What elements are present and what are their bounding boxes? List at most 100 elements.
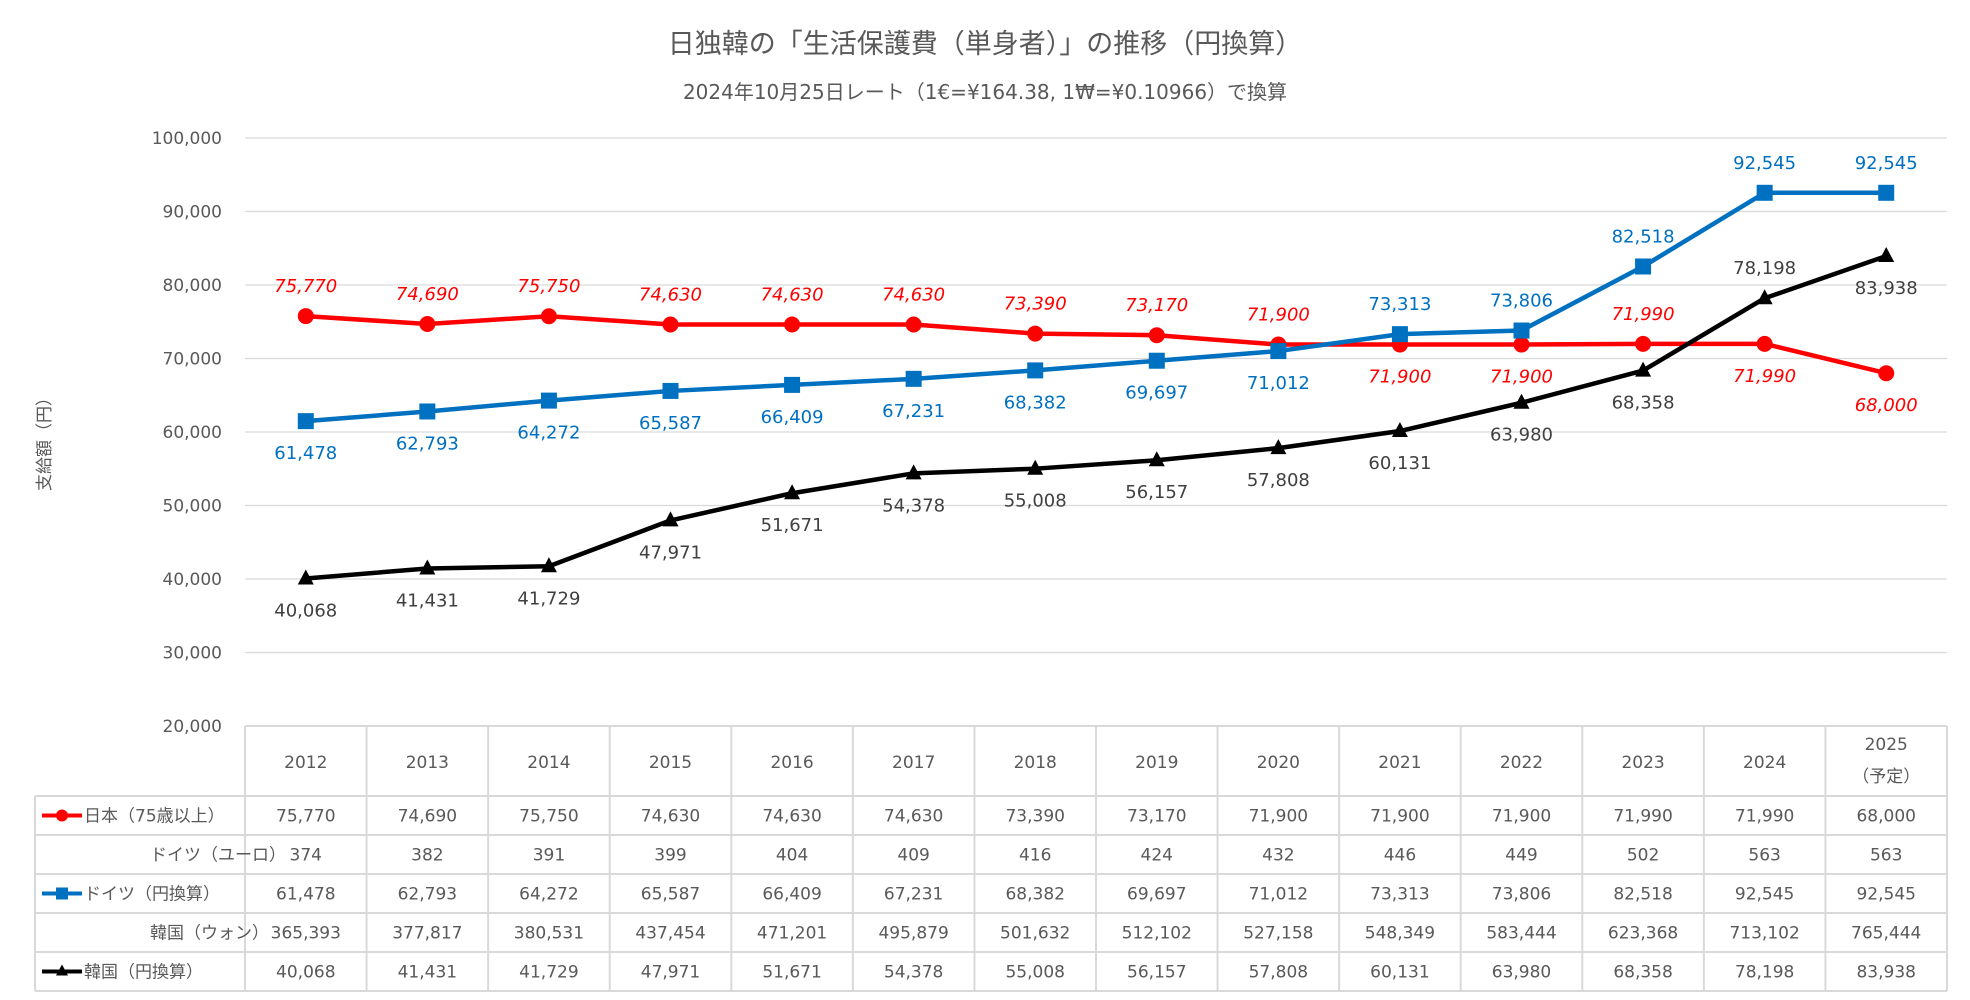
data-label: 41,729 [517,588,580,609]
data-label: 64,272 [517,423,580,444]
table-cell: 391 [533,846,565,866]
data-label: 57,808 [1247,470,1310,491]
table-cell: 563 [1870,846,1902,866]
x-category-label: 2018 [1014,753,1057,773]
data-label: 68,358 [1612,393,1675,414]
table-cell: 71,990 [1735,807,1794,827]
table-cell: 512,102 [1122,924,1192,944]
triangle-marker [662,511,679,527]
data-label: 67,231 [882,401,945,422]
table-cell: 75,770 [276,807,335,827]
table-cell: 437,454 [635,924,705,944]
y-tick-label: 30,000 [163,644,222,664]
triangle-marker [1756,289,1773,305]
data-label: 74,690 [396,284,459,305]
table-cell: 424 [1141,846,1173,866]
triangle-marker [1878,247,1895,263]
data-label: 73,170 [1125,295,1188,316]
table-cell: 73,806 [1492,885,1551,905]
data-label: 71,990 [1612,304,1675,325]
data-label: 61,478 [274,443,337,464]
x-category-label: 2025 [1865,735,1908,755]
y-tick-label: 100,000 [152,129,222,149]
circle-marker [1027,325,1044,342]
legend-key [42,964,82,976]
square-marker [1635,258,1652,275]
x-category-label: 2023 [1621,753,1664,773]
data-label: 74,630 [761,284,824,305]
table-cell: 73,313 [1370,885,1429,905]
table-cell: 71,900 [1370,807,1429,827]
table-cell: 41,431 [398,963,457,983]
table-cell: 68,382 [1005,885,1064,905]
square-marker [1878,184,1895,201]
data-label: 69,697 [1125,383,1188,404]
square-marker [784,376,801,393]
chart-title: 日独韓の「生活保護費（単身者）」の推移（円換算） [668,29,1303,60]
x-category-label: 2019 [1135,753,1178,773]
square-marker [297,413,314,430]
table-cell: 71,900 [1492,807,1551,827]
table-cell: 74,690 [398,807,457,827]
table-cell: 64,272 [519,885,578,905]
table-cell: 495,879 [878,924,948,944]
table-cell: 68,000 [1856,807,1915,827]
y-tick-label: 50,000 [163,497,222,517]
circle-marker [297,308,314,325]
triangle-marker [1027,459,1044,475]
data-label: 71,990 [1733,366,1796,387]
data-label: 82,518 [1612,226,1675,247]
x-category-label: 2021 [1378,753,1421,773]
square-marker [1391,326,1408,343]
triangle-marker [1513,393,1530,409]
series-name: 日本（75歳以上） [84,807,225,827]
series-name: 韓国（ウォン） [150,924,269,944]
table-cell: 416 [1019,846,1051,866]
table-cell: 374 [290,846,322,866]
data-label: 41,431 [396,590,459,611]
table-cell: 82,518 [1613,885,1672,905]
table-cell: 47,971 [641,963,700,983]
table-cell: 74,630 [762,807,821,827]
triangle-marker [1391,422,1408,438]
data-label: 78,198 [1733,258,1796,279]
data-label: 66,409 [761,407,824,428]
table-cell: 404 [776,846,808,866]
circle-marker [1513,336,1530,353]
table-cell: 69,697 [1127,885,1186,905]
table-cell: 67,231 [884,885,943,905]
x-category-label: 2012 [284,753,327,773]
table-cell: 55,008 [1005,963,1064,983]
triangle-marker [297,569,314,585]
table-cell: 71,900 [1249,807,1308,827]
chart-subtitle: 2024年10月25日レート（1€=¥164.38, 1₩=¥0.10966）で… [683,80,1287,104]
x-category-label: 2016 [770,753,813,773]
table-cell: 501,632 [1000,924,1070,944]
circle-marker [784,316,801,333]
data-label: 47,971 [639,542,702,563]
y-tick-label: 70,000 [163,350,222,370]
y-tick-label: 90,000 [163,203,222,223]
data-label: 60,131 [1368,453,1431,474]
x-category-label: 2015 [649,753,692,773]
table-cell: 60,131 [1370,963,1429,983]
data-label: 92,545 [1855,153,1918,174]
data-label: 65,587 [639,413,702,434]
table-cell: 71,012 [1249,885,1308,905]
triangle-marker [56,964,68,976]
y-axis-label: 支給額（円） [35,389,55,491]
y-tick-label: 60,000 [163,423,222,443]
table-cell: 83,938 [1856,963,1915,983]
legend-key [42,809,82,822]
data-label: 68,382 [1004,392,1067,413]
table-cell: 502 [1627,846,1659,866]
square-marker [1027,362,1044,379]
triangle-marker [784,484,801,500]
table-cell: 62,793 [398,885,457,905]
data-label: 71,900 [1490,367,1553,388]
triangle-marker [419,559,436,575]
y-tick-label: 80,000 [163,276,222,296]
series-line [305,190,1887,424]
square-marker [1148,352,1165,369]
square-marker [905,370,922,387]
